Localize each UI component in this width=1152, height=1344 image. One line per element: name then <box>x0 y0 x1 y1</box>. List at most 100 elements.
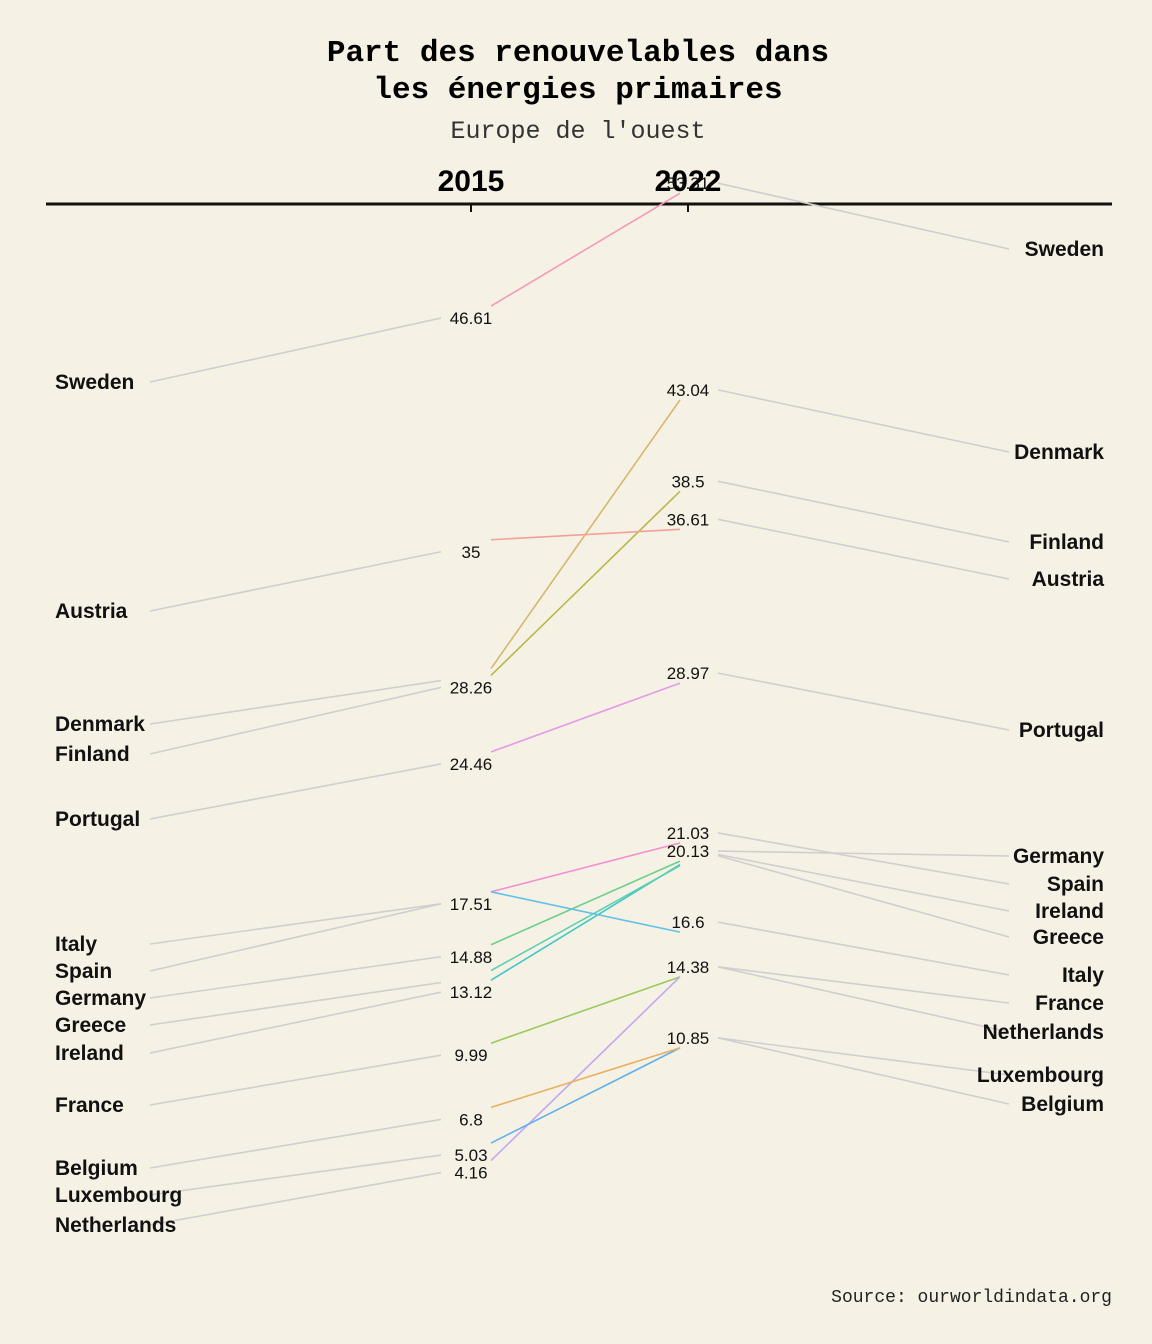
connector-right-germany <box>717 850 1010 857</box>
country-label-left-portugal: Portugal <box>55 808 140 831</box>
connector-left-belgium <box>149 1118 442 1169</box>
slope-line-portugal <box>490 682 681 753</box>
value-label-2015-13-12: 13.12 <box>450 983 493 1002</box>
country-label-right-france: France <box>1035 992 1104 1015</box>
slope-line-finland <box>490 490 681 676</box>
connector-left-denmark <box>149 679 442 725</box>
value-label-2022-28-97: 28.97 <box>667 664 710 683</box>
connector-left-france <box>149 1054 442 1106</box>
connector-right-france <box>717 966 1010 1004</box>
country-label-right-luxembourg: Luxembourg <box>977 1064 1104 1087</box>
slope-line-spain <box>490 842 681 893</box>
country-label-left-greece: Greece <box>55 1014 126 1037</box>
value-label-2015-4-16: 4.16 <box>454 1164 487 1183</box>
country-label-left-italy: Italy <box>55 933 97 956</box>
country-label-right-sweden: Sweden <box>1025 238 1104 261</box>
country-label-left-belgium: Belgium <box>55 1157 138 1180</box>
value-label-2015-35: 35 <box>462 543 481 562</box>
value-label-2022-16-6: 16.6 <box>671 913 704 932</box>
slope-line-france <box>490 976 681 1044</box>
value-label-2015-6-8: 6.8 <box>459 1110 483 1129</box>
value-label-2022-21-03: 21.03 <box>667 824 710 843</box>
year-label-2022: 2022 <box>655 165 722 198</box>
value-label-2022-20-13: 20.13 <box>667 842 710 861</box>
value-label-2015-46-61: 46.61 <box>450 309 493 328</box>
slope-line-greece <box>490 865 681 972</box>
chart-subtitle: Europe de l'ouest <box>450 117 705 146</box>
connector-right-luxembourg <box>717 1037 1010 1076</box>
value-label-2022-36-61: 36.61 <box>667 510 710 529</box>
country-label-right-germany: Germany <box>1013 845 1104 868</box>
connector-right-belgium <box>717 1037 1010 1105</box>
slope-lines <box>490 192 681 1162</box>
country-label-right-italy: Italy <box>1062 964 1104 987</box>
year-label-2015: 2015 <box>438 165 505 198</box>
value-label-2022-38-5: 38.5 <box>671 472 704 491</box>
connector-left-portugal <box>149 763 442 820</box>
country-label-left-finland: Finland <box>55 743 130 766</box>
country-label-left-netherlands: Netherlands <box>55 1214 176 1237</box>
value-label-2022-10-85: 10.85 <box>667 1029 710 1048</box>
value-label-2022-43-04: 43.04 <box>667 381 710 400</box>
connector-left-austria <box>149 550 442 612</box>
value-label-2015-14-88: 14.88 <box>450 948 493 967</box>
connector-left-germany <box>149 955 442 999</box>
connector-left-finland <box>149 686 442 755</box>
connector-left-spain <box>149 903 442 972</box>
value-label-2015-28-26: 28.26 <box>450 678 493 697</box>
connector-left-netherlands <box>149 1171 442 1226</box>
slope-line-netherlands <box>490 976 681 1162</box>
country-label-right-greece: Greece <box>1033 926 1104 949</box>
country-label-left-luxembourg: Luxembourg <box>55 1184 182 1207</box>
slope-line-italy <box>490 891 681 933</box>
plot-area: 46.61 35 28.26 24.46 17.51 14.88 13.12 9.99 6.8 5… <box>55 174 1104 1237</box>
connector-right-austria <box>717 518 1010 580</box>
country-label-left-germany: Germany <box>55 987 146 1010</box>
connector-right-ireland <box>717 853 1010 912</box>
value-labels: 46.61 35 28.26 24.46 17.51 14.88 13.12 9.99 6.8 5… <box>450 174 710 1182</box>
value-label-2015-17-51: 17.51 <box>450 895 493 914</box>
country-label-left-denmark: Denmark <box>55 713 145 736</box>
country-label-right-denmark: Denmark <box>1014 441 1104 464</box>
connector-left-italy <box>149 903 442 945</box>
country-label-left-austria: Austria <box>55 600 128 623</box>
source-note: Source: ourworldindata.org <box>831 1288 1112 1308</box>
country-label-left-ireland: Ireland <box>55 1042 124 1065</box>
country-label-left-france: France <box>55 1094 124 1117</box>
connector-left-sweden <box>149 317 442 383</box>
country-label-right-austria: Austria <box>1032 568 1105 591</box>
connector-left-greece <box>149 981 442 1026</box>
chart-title-line-2: les énergies primaires <box>373 73 782 108</box>
connector-right-spain <box>717 832 1010 885</box>
connector-right-sweden <box>717 182 1010 250</box>
connector-lines <box>149 182 1010 1226</box>
slope-line-sweden <box>490 192 681 307</box>
connector-right-finland <box>717 480 1010 543</box>
slope-line-belgium <box>490 1047 681 1109</box>
country-labels: Sweden Sweden Denmark Denmark Finland Finland… <box>55 238 1104 1237</box>
slope-line-luxembourg <box>490 1047 681 1144</box>
chart-title-line-1: Part des renouvelables dans <box>327 36 829 71</box>
connector-left-ireland <box>149 991 442 1054</box>
country-label-right-portugal: Portugal <box>1019 719 1104 742</box>
connector-right-italy <box>717 921 1010 976</box>
value-label-2015-5-03: 5.03 <box>454 1146 487 1165</box>
country-label-right-finland: Finland <box>1029 531 1104 554</box>
connector-right-portugal <box>717 672 1010 731</box>
connector-right-denmark <box>717 389 1010 453</box>
value-label-2022-53-31: 53.31 <box>667 174 710 193</box>
connector-right-netherlands <box>717 966 1010 1033</box>
country-label-right-ireland: Ireland <box>1035 900 1104 923</box>
slope-line-austria <box>490 528 681 541</box>
slope-line-germany <box>490 860 681 946</box>
connector-right-greece <box>717 854 1010 938</box>
value-label-2022-14-38: 14.38 <box>667 958 710 977</box>
country-label-right-spain: Spain <box>1047 873 1104 896</box>
connector-left-luxembourg <box>149 1154 442 1196</box>
country-label-left-spain: Spain <box>55 960 112 983</box>
country-label-right-belgium: Belgium <box>1021 1093 1104 1116</box>
value-label-2015-9-99: 9.99 <box>454 1046 487 1065</box>
value-label-2015-24-46: 24.46 <box>450 755 493 774</box>
country-label-left-sweden: Sweden <box>55 371 134 394</box>
